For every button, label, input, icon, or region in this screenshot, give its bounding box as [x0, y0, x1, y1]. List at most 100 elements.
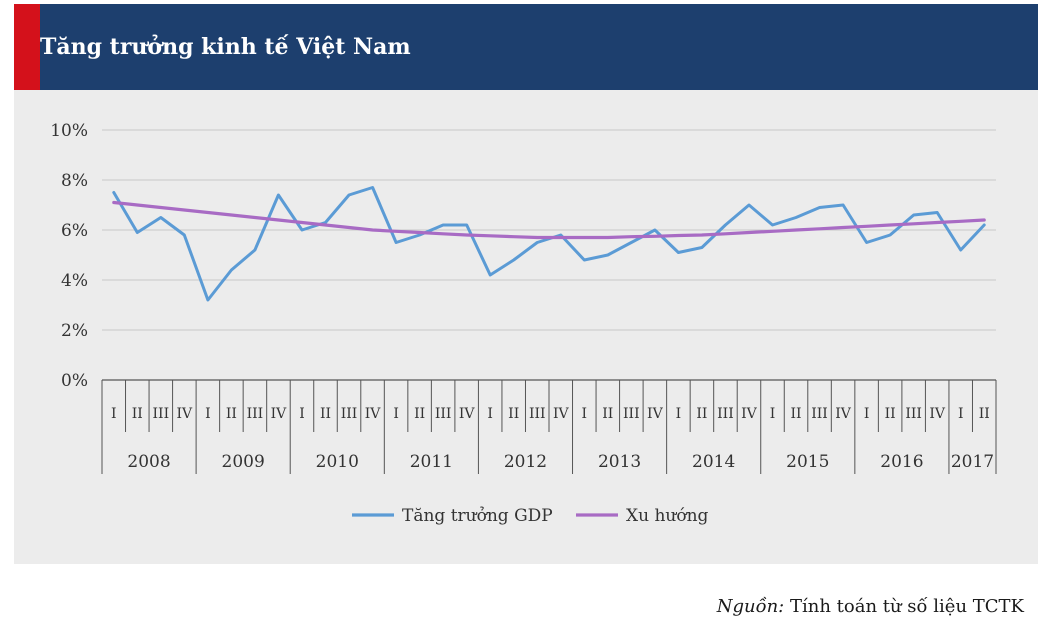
gdp-point [395, 241, 397, 244]
y-tick-label: 6% [61, 221, 88, 241]
gdp-point [912, 214, 915, 216]
trend-point [559, 236, 562, 239]
source-note: Nguồn: Tính toán từ số liệu TCTK [717, 596, 1024, 617]
quarter-label: IV [553, 406, 570, 422]
trend-point [607, 236, 609, 239]
quarter-label: I [958, 406, 964, 422]
quarter-label: IV [365, 406, 382, 422]
gdp-point [959, 249, 962, 251]
year-label: 2014 [692, 452, 735, 472]
gdp-point [936, 211, 938, 214]
quarter-label: I [582, 406, 588, 422]
y-tick-label: 0% [61, 371, 88, 391]
trend-point [442, 232, 444, 235]
gdp-point [254, 249, 256, 251]
gdp-point [489, 274, 491, 276]
quarter-label: III [811, 406, 828, 422]
trend-point [936, 221, 938, 224]
trend-line [112, 200, 986, 240]
trend-point [771, 230, 774, 233]
gdp-point [160, 216, 162, 219]
year-label: 2013 [598, 452, 641, 472]
gdp-point [348, 194, 350, 196]
y-tick-label: 2% [61, 321, 88, 341]
y-tick-label: 4% [61, 271, 88, 291]
gdp-point [512, 259, 515, 261]
quarter-label: I [770, 406, 776, 422]
quarter-label: II [226, 406, 237, 422]
quarter-label: IV [741, 406, 758, 422]
quarter-label: IV [835, 406, 852, 422]
trend-point [701, 234, 703, 236]
legend-gdp-label: Tăng trưởng GDP [402, 506, 553, 526]
quarter-label: IV [647, 406, 664, 422]
trend-point [959, 220, 962, 223]
gdp-point [183, 234, 186, 236]
trend-point [512, 235, 515, 238]
trend-point [536, 236, 539, 239]
trend-point [630, 235, 633, 238]
quarter-label: II [979, 406, 990, 422]
year-label: 2009 [222, 452, 265, 472]
gdp-point [771, 224, 774, 226]
trend-point [207, 211, 209, 214]
gdp-point [277, 194, 280, 196]
year-label: 2016 [880, 452, 923, 472]
quarter-label: III [153, 406, 170, 422]
quarter-label: II [320, 406, 331, 422]
source-prefix: Nguồn: [716, 596, 785, 617]
trend-point [160, 206, 162, 209]
trend-point [983, 219, 986, 221]
trend-point [842, 226, 844, 229]
trend-point [254, 216, 256, 219]
gdp-point [559, 234, 562, 236]
trend-point [371, 229, 374, 231]
quarter-label: II [414, 406, 425, 422]
y-tick-label: 10% [50, 121, 88, 141]
quarter-label: II [132, 406, 143, 422]
gdp-point [465, 224, 468, 226]
quarter-label: III [623, 406, 640, 422]
quarter-label: I [393, 406, 399, 422]
quarter-label: II [508, 406, 519, 422]
year-label: 2010 [316, 452, 359, 472]
gdp-point [818, 206, 821, 209]
year-label: 2017 [951, 452, 994, 472]
quarter-label: III [341, 406, 358, 422]
gdp-point [630, 241, 633, 244]
trend-point [795, 229, 797, 231]
trend-point [136, 204, 139, 206]
gdp-point [889, 234, 891, 236]
trend-point [230, 214, 233, 216]
trend-point [301, 221, 303, 224]
year-label: 2015 [786, 452, 829, 472]
quarter-label: III [529, 406, 546, 422]
source-text: Tính toán từ số liệu TCTK [784, 596, 1024, 617]
page-title: Tăng trưởng kinh tế Việt Nam [40, 34, 411, 60]
gdp-point [112, 191, 115, 194]
header-bar: Tăng trưởng kinh tế Việt Nam [14, 4, 1038, 90]
gdp-growth-line [112, 186, 986, 302]
gdp-point [607, 254, 609, 256]
trend-point [183, 209, 186, 211]
y-tick-label: 8% [61, 171, 88, 191]
year-label: 2008 [127, 452, 170, 472]
year-label: 2011 [410, 452, 453, 472]
gdp-point [677, 251, 680, 254]
gdp-point [583, 259, 586, 261]
gdp-point [136, 231, 139, 234]
trend-point [348, 226, 350, 229]
quarter-label: I [676, 406, 682, 422]
chart-frame [14, 4, 1038, 564]
trend-point [583, 236, 586, 239]
quarter-label: II [696, 406, 707, 422]
quarter-label: II [790, 406, 801, 422]
quarter-label: IV [177, 406, 194, 422]
trend-point [748, 231, 750, 234]
gdp-point [865, 241, 868, 244]
legend-trend-label: Xu hướng [626, 506, 709, 526]
gdp-point [748, 204, 750, 206]
trend-point [277, 219, 280, 221]
year-label: 2012 [504, 452, 547, 472]
